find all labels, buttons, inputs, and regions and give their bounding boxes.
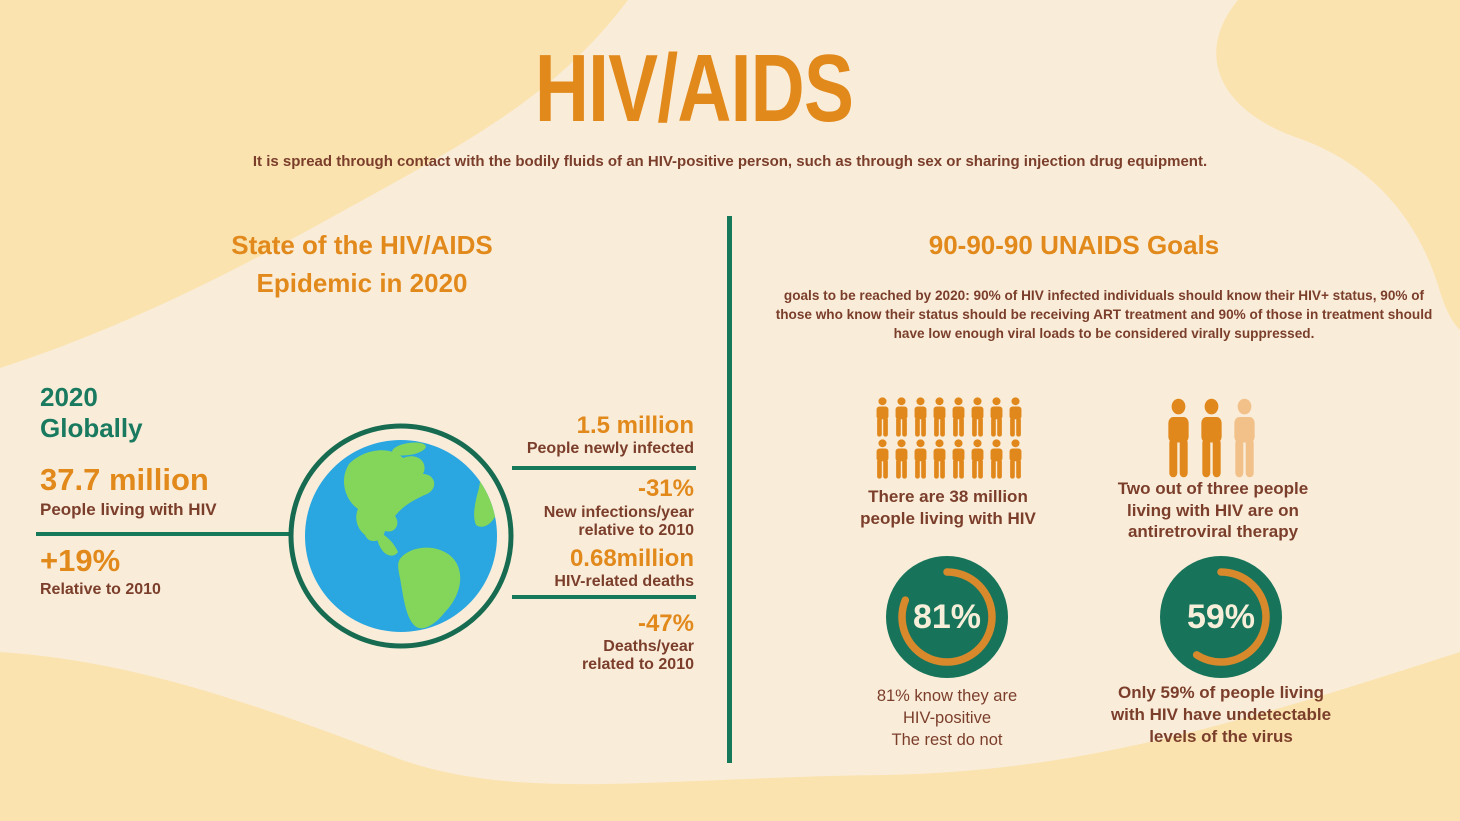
donut-know-status: 81% (886, 556, 1008, 678)
donut-chart-icon (1160, 556, 1282, 678)
left-section-title-line1: State of the HIV/AIDS (231, 230, 493, 260)
person-icon (971, 439, 984, 479)
person-icon (914, 397, 927, 437)
therapy-pictogram (1164, 398, 1259, 478)
person-icon (1009, 439, 1022, 479)
person-icon (990, 439, 1003, 479)
globe-earth-icon (288, 423, 514, 649)
connector-line-right-top (512, 466, 696, 470)
stat-newly-infected-value: 1.5 million (576, 412, 694, 439)
person-icon (876, 397, 889, 437)
scope-label: Globally (40, 413, 143, 443)
right-section-title: 90-90-90 UNAIDS Goals (928, 230, 1220, 260)
person-icon (952, 439, 965, 479)
person-icon (876, 439, 889, 479)
blob-top-right (1216, 0, 1460, 330)
therapy-caption: Two out of three people living with HIV … (1088, 478, 1338, 543)
year-label: 2020 (40, 382, 98, 412)
stat-deaths-change-label2: related to 2010 (581, 656, 694, 673)
stat-relative-2010-value: +19% (40, 543, 121, 578)
person-icon (933, 397, 946, 437)
page-title: HIV/AIDS (534, 35, 854, 142)
donut-know-status-caption: 81% know they are HIV-positive The rest … (847, 685, 1047, 751)
person-icon (1201, 398, 1222, 478)
stat-deaths-change-value: -47% (637, 610, 694, 637)
left-section-title: State of the HIV/AIDS Epidemic in 2020 (212, 226, 512, 302)
section-divider (727, 216, 732, 763)
stat-relative-2010-label: Relative to 2010 (40, 581, 161, 598)
person-icon (990, 397, 1003, 437)
donut-chart-icon (886, 556, 1008, 678)
blob-bottom (0, 652, 1460, 821)
stat-infections-change-label1: New infections/year (543, 504, 694, 521)
therapy-caption-line2: living with HIV are on (1127, 500, 1299, 520)
donut-undetectable: 59% (1160, 556, 1282, 678)
stat-deaths-change-label1: Deaths/year (603, 638, 694, 655)
connector-line-right-bottom (512, 595, 696, 599)
donut-undetectable-value: 59% (1186, 597, 1256, 636)
population-caption: There are 38 million people living with … (822, 486, 1074, 529)
person-icon (933, 439, 946, 479)
person-icon (1234, 398, 1255, 478)
stat-infections-change-value: -31% (637, 475, 694, 502)
person-icon (1168, 398, 1189, 478)
goals-description: goals to be reached by 2020: 90% of HIV … (775, 288, 1433, 341)
page-subtitle: It is spread through contact with the bo… (252, 153, 1208, 170)
stat-people-living-value: 37.7 million (40, 462, 209, 497)
population-caption-line1: There are 38 million (868, 487, 1028, 506)
left-section-title-line2: Epidemic in 2020 (256, 268, 468, 298)
donut1-caption-line3: The rest do not (891, 731, 1003, 749)
donut2-caption-line1: Only 59% of people living (1118, 683, 1324, 702)
stat-deaths-value: 0.68million (569, 545, 694, 572)
stat-newly-infected-label: People newly infected (526, 440, 694, 457)
therapy-caption-line1: Two out of three people (1117, 479, 1309, 498)
person-icon (952, 397, 965, 437)
donut-know-status-value: 81% (912, 597, 982, 636)
connector-line-left (36, 532, 292, 536)
population-pictogram (874, 397, 1026, 479)
person-icon (1009, 397, 1022, 437)
person-icon (971, 397, 984, 437)
stat-people-living-label: People living with HIV (40, 500, 217, 519)
person-icon (914, 439, 927, 479)
donut-undetectable-caption: Only 59% of people living with HIV have … (1096, 682, 1346, 748)
donut1-caption-line1: 81% know they are (876, 687, 1018, 705)
donut2-caption-line3: levels of the virus (1149, 727, 1293, 746)
person-icon (895, 397, 908, 437)
donut1-caption-line2: HIV-positive (902, 709, 992, 727)
stat-infections-change-label2: relative to 2010 (578, 522, 694, 539)
stat-deaths-label: HIV-related deaths (554, 573, 694, 590)
blob-top-left (0, 0, 628, 368)
donut2-caption-line2: with HIV have undetectable (1110, 705, 1332, 724)
person-icon (895, 439, 908, 479)
population-caption-line2: people living with HIV (860, 508, 1036, 528)
therapy-caption-line3: antiretroviral therapy (1127, 522, 1299, 541)
